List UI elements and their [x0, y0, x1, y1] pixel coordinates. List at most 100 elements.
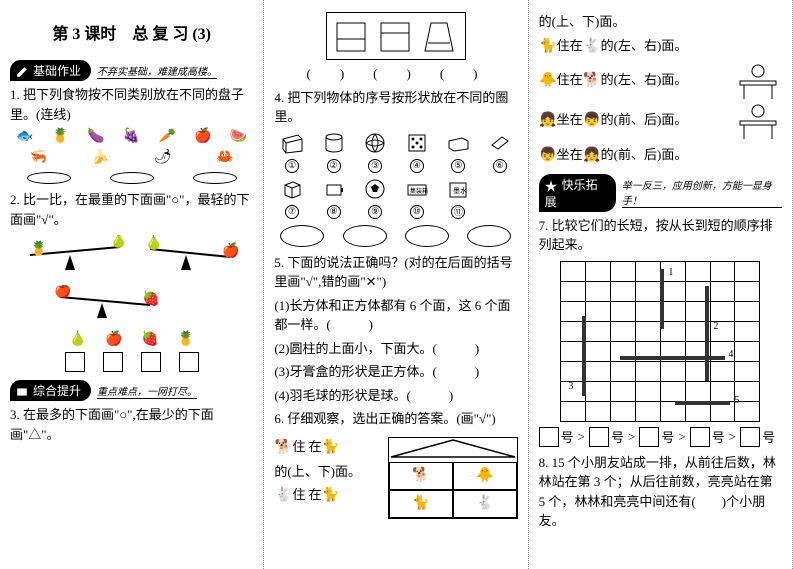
battery-icon — [322, 177, 346, 201]
q6-l4: 🐥住在🐕的(左、右)面。 — [539, 70, 730, 91]
svg-text:🍍: 🍍 — [30, 240, 47, 257]
q4-text: 4. 把下列物体的序号按形状放在不同的圈里。 — [274, 88, 517, 127]
pencil-3-label: 3 — [568, 381, 573, 392]
answer-box[interactable] — [179, 352, 199, 372]
hao-5: 号 — [762, 427, 775, 446]
q6-l6: 👦坐在👧的(前、后)面。 — [539, 145, 782, 166]
q5-text: 5. 下面的说法正确吗？(对的在后面的括号里画"√",错的画"✕") — [274, 253, 517, 292]
spacer — [488, 177, 512, 201]
q6-l2a: 住 在 — [292, 487, 321, 502]
food-fish-icon: 🐟 — [16, 128, 34, 145]
hao-2: 号 — [611, 427, 624, 446]
q6-l4b: 的(左、右)面。 — [601, 72, 688, 87]
svg-text:🍎: 🍎 — [222, 241, 239, 259]
q6-layout: 🐕住 在🐈 的(上、下)面。 🐇住 在🐈 🐕 🐥 🐈 🐇 — [274, 433, 517, 523]
sort-circle[interactable] — [343, 225, 387, 247]
q5-s4-blank[interactable]: ( ) — [407, 388, 458, 403]
answer-box[interactable] — [65, 352, 85, 372]
soccer-icon — [363, 177, 387, 201]
tag-happy-tail: 举一反三，应用创新，方能一显身手！ — [622, 177, 782, 208]
svg-text:🍐: 🍐 — [145, 235, 162, 251]
house-grid: 🐕 🐥 🐈 🐇 — [389, 462, 517, 518]
plate-icon — [27, 172, 71, 184]
q2-balance2: 🍎 🍓 — [10, 285, 253, 325]
house-cell-cat: 🐈 — [389, 490, 453, 518]
tag-happy: 快乐拓展 举一反三，应用创新，方能一显身手！ — [539, 174, 782, 212]
sort-circle[interactable] — [405, 225, 449, 247]
pencil-5 — [675, 401, 730, 405]
pencil-4 — [620, 356, 725, 360]
sort-circle[interactable] — [467, 225, 511, 247]
food-shrimp-icon: 🦐 — [29, 149, 47, 166]
q3-text: 3. 在最多的下面画"○",在最少的下面画"△"。 — [10, 405, 253, 444]
gt-icon: > — [628, 429, 635, 445]
q5-s2-text: (2)圆柱的上面小，下面大。 — [274, 341, 432, 356]
svg-text:集装箱: 集装箱 — [410, 187, 428, 195]
food-banana-icon: 🍌 — [91, 149, 109, 166]
column-1: 第 3 课时 总 复 习 (3) 基础作业 不弃实基础，难建成高楼。 1. 把下… — [0, 0, 264, 569]
pencil-1 — [660, 269, 664, 329]
q6-l1: 🐕住 在🐈 — [274, 437, 381, 458]
tag-basic-label: 基础作业 — [33, 64, 81, 78]
gt-icon: > — [678, 429, 685, 445]
answer-box[interactable] — [690, 427, 710, 447]
q5-s2-blank[interactable]: ( ) — [433, 341, 484, 356]
food-watermelon-icon: 🍉 — [229, 128, 247, 145]
pineapple-icon: 🍍 — [177, 331, 195, 348]
dice-icon — [405, 131, 429, 155]
q5-s1: (1)长方体和正方体都有 6 个面，这 6 个面都一样。( ) — [274, 296, 517, 335]
rabbit-icon: 🐇 — [274, 485, 292, 506]
pencil-5-label: 5 — [734, 395, 739, 406]
star-icon — [545, 180, 557, 192]
plate-icon — [110, 172, 154, 184]
gt-icon: > — [578, 429, 585, 445]
answer-box[interactable] — [539, 427, 559, 447]
food-carrot-icon: 🥕 — [158, 128, 176, 145]
q4-circles — [274, 223, 517, 249]
pencil-4-label: 4 — [728, 349, 733, 360]
q5-s3-text: (3)牙膏盒的形状是正方体。 — [274, 364, 432, 379]
pear-icon: 🍐 — [69, 331, 87, 348]
q6-l1b-col3: 的(上、下)面。 — [539, 12, 782, 32]
num-11: ⑪ — [451, 205, 465, 219]
num-9: ⑨ — [368, 205, 382, 219]
plate-icon — [193, 172, 237, 184]
sort-circle[interactable] — [280, 225, 324, 247]
answer-box[interactable] — [740, 427, 760, 447]
q6-l1b: 的(上、下)面。 — [274, 462, 381, 482]
page-title: 第 3 课时 总 复 习 (3) — [10, 20, 253, 44]
house-cell-dog: 🐕 — [389, 462, 453, 490]
answer-box[interactable] — [141, 352, 161, 372]
girl-icon: 👧 — [539, 110, 557, 131]
q5-s2: (2)圆柱的上面小，下面大。( ) — [274, 339, 517, 359]
food-crab-icon: 🦀 — [216, 149, 234, 166]
cuboid-icon — [446, 131, 470, 155]
q6-lines: 🐕住 在🐈 的(上、下)面。 🐇住 在🐈 — [274, 433, 381, 523]
balance-scale-icon: 🍎 🍓 — [10, 285, 240, 321]
answer-box[interactable] — [103, 352, 123, 372]
q6-l5: 👧坐在👦的(前、后)面。 — [539, 110, 730, 131]
gt-icon: > — [729, 429, 736, 445]
num-3: ③ — [368, 159, 382, 173]
answer-box[interactable] — [589, 427, 609, 447]
box-icon: 集装箱 — [405, 177, 429, 201]
q6-l3: 🐈住在🐇的(左、右)面。 — [539, 36, 782, 57]
column-3: 的(上、下)面。 🐈住在🐇的(左、右)面。 🐥住在🐕的(左、右)面。 👧坐在👦的… — [529, 0, 793, 569]
tag-basic-bubble: 基础作业 — [10, 60, 91, 81]
book-icon — [16, 386, 28, 398]
q3-brackets[interactable]: ( ) ( ) ( ) — [274, 64, 517, 84]
num-2: ② — [327, 159, 341, 173]
tag-comprehensive-tail: 重点难点，一网打尽。 — [97, 383, 197, 399]
tag-comprehensive: 综合提升 重点难点，一网打尽。 — [10, 380, 253, 401]
q4-nums-row1: ① ② ③ ④ ⑤ ⑥ — [274, 159, 517, 173]
pencil-2-label: 2 — [713, 321, 718, 332]
q1-food-row2: 🦐 🍌 🌶 🦀 — [10, 149, 253, 166]
q8-text: 8. 15 个小朋友站成一排，从前往后数，林林站在第 3 个；从后往前数，亮亮站… — [539, 453, 782, 531]
answer-box[interactable] — [639, 427, 659, 447]
q5-s1-blank[interactable]: ( ) — [326, 317, 377, 332]
pencil-2 — [705, 286, 709, 381]
hao-3: 号 — [661, 427, 674, 446]
q5-s3-blank[interactable]: ( ) — [433, 364, 484, 379]
q2-boxes — [10, 352, 253, 372]
boy-desk-icon — [734, 101, 782, 141]
